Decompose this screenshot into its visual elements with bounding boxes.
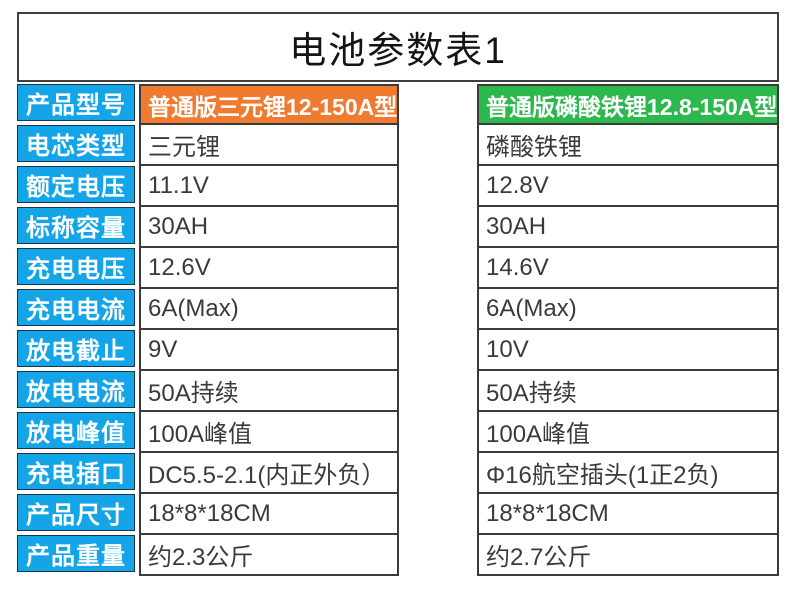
spec-table: 产品型号 普通版三元锂12-150A型 普通版磷酸铁锂12.8-150A型 电芯… bbox=[17, 84, 779, 576]
value-cell: 磷酸铁锂 bbox=[477, 125, 779, 166]
value-cell: 100A峰值 bbox=[477, 412, 779, 453]
value-cell: 50A持续 bbox=[139, 371, 399, 412]
value-cell: 约2.7公斤 bbox=[477, 535, 779, 576]
value-cell: 三元锂 bbox=[139, 125, 399, 166]
row-label: 充电插口 bbox=[17, 453, 135, 490]
row-label: 充电电流 bbox=[17, 289, 135, 326]
value-cell: Φ16航空插头(1正2负) bbox=[477, 453, 779, 494]
product-header-ternary-lithium: 普通版三元锂12-150A型 bbox=[139, 84, 399, 125]
value-cell: 18*8*18CM bbox=[139, 494, 399, 535]
value-cell: 9V bbox=[139, 330, 399, 371]
value-cell: 6A(Max) bbox=[477, 289, 779, 330]
row-label: 放电截止 bbox=[17, 330, 135, 367]
value-cell: 14.6V bbox=[477, 248, 779, 289]
value-cell: 12.8V bbox=[477, 166, 779, 207]
value-cell: 11.1V bbox=[139, 166, 399, 207]
value-cell: 100A峰值 bbox=[139, 412, 399, 453]
row-label: 放电电流 bbox=[17, 371, 135, 408]
row-label: 充电电压 bbox=[17, 248, 135, 285]
row-label: 标称容量 bbox=[17, 207, 135, 244]
product-header-lifepo4: 普通版磷酸铁锂12.8-150A型 bbox=[477, 84, 779, 125]
row-label-product-model: 产品型号 bbox=[17, 84, 135, 121]
value-cell: 约2.3公斤 bbox=[139, 535, 399, 576]
value-cell: 12.6V bbox=[139, 248, 399, 289]
row-label: 产品重量 bbox=[17, 535, 135, 572]
value-cell: DC5.5-2.1(内正外负） bbox=[139, 453, 399, 494]
row-label: 额定电压 bbox=[17, 166, 135, 203]
value-cell: 50A持续 bbox=[477, 371, 779, 412]
value-cell: 10V bbox=[477, 330, 779, 371]
row-label: 放电峰值 bbox=[17, 412, 135, 449]
value-cell: 18*8*18CM bbox=[477, 494, 779, 535]
value-cell: 6A(Max) bbox=[139, 289, 399, 330]
value-cell: 30AH bbox=[139, 207, 399, 248]
value-cell: 30AH bbox=[477, 207, 779, 248]
row-label: 电芯类型 bbox=[17, 125, 135, 162]
page-title: 电池参数表1 bbox=[17, 12, 779, 82]
row-label: 产品尺寸 bbox=[17, 494, 135, 531]
